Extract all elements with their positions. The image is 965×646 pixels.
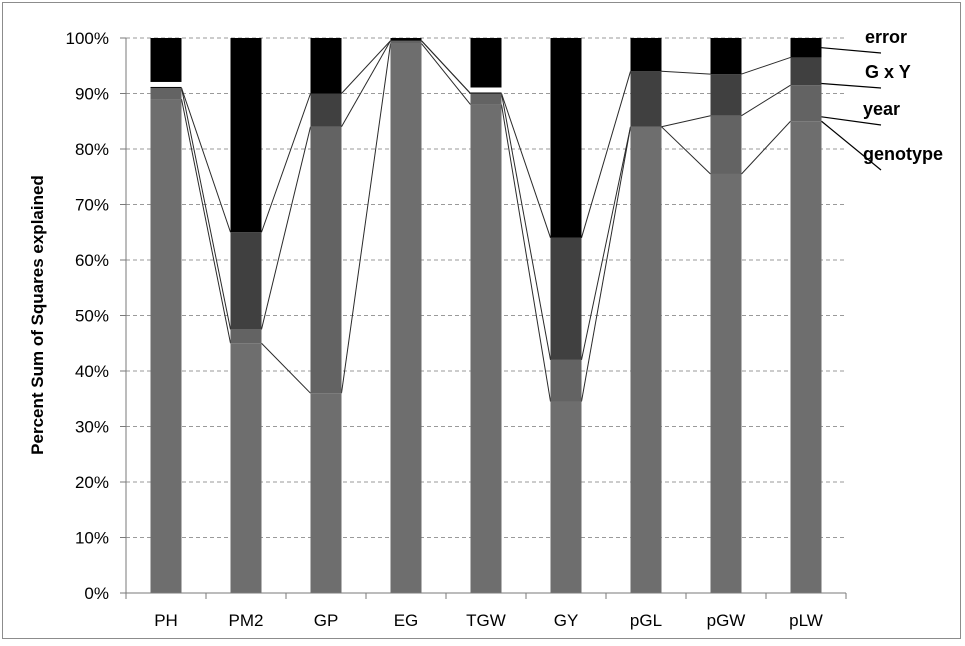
legend-leader-line: [821, 82, 882, 89]
series-connector-line: [501, 104, 551, 402]
axes: 0% 10% 20% 30% 40% 50% 60% 70% 80% 90% 100%: [66, 29, 847, 603]
series-connector-line: [181, 87, 231, 233]
y-tick-label: 80%: [75, 140, 109, 159]
bar-segment-gxy: [310, 93, 342, 127]
series-connector-line: [341, 40, 391, 94]
series-connector-line: [661, 126, 711, 175]
series-connector-line: [581, 71, 631, 238]
y-tick-label: 70%: [75, 196, 109, 215]
series-connector-line: [181, 87, 231, 330]
bar-segment-error: [790, 38, 822, 58]
series-connector-line: [501, 93, 551, 360]
series-label: genotype: [863, 144, 943, 164]
series-connector-line: [581, 126, 631, 361]
series-connector-line: [421, 40, 471, 94]
bar-segment-error: [550, 38, 582, 238]
series-label: year: [863, 99, 900, 119]
bar-segment-error: [150, 38, 182, 88]
bar-segment-gxy: [710, 74, 742, 116]
series-connector-line: [181, 98, 231, 344]
bar-segment-year: [550, 359, 582, 402]
y-tick-label: 10%: [75, 529, 109, 548]
x-tick-label: PH: [154, 611, 178, 630]
bar-segment-year: [470, 93, 502, 105]
bar-segment-error: [470, 38, 502, 94]
x-tick-label: TGW: [466, 611, 506, 630]
series-connector-line: [261, 93, 311, 233]
chart-frame: 0% 10% 20% 30% 40% 50% 60% 70% 80% 90% 100% PH PM2 G…: [2, 2, 961, 639]
y-tick-label: 90%: [75, 85, 109, 104]
bar-segment-year: [310, 126, 342, 394]
series-connector-line: [261, 126, 311, 330]
bar-segment-error: [630, 38, 662, 72]
series-connector-line: [741, 84, 791, 117]
series-connector-line: [741, 56, 791, 75]
legend-leader-line: [821, 116, 882, 126]
y-tick-label: 40%: [75, 362, 109, 381]
series-connector-line: [581, 126, 631, 402]
series-connector-line: [341, 40, 391, 128]
bar-segment-error: [310, 38, 342, 94]
bar-segment-genotype: [310, 393, 342, 593]
series-connector-line: [661, 115, 711, 128]
legend-leader-line: [821, 47, 882, 54]
bar-segment-year: [710, 115, 742, 174]
bar-segment-genotype: [390, 43, 422, 594]
labels: PH PM2 GP EG TGW GY pGL pGW pLW genotype year G x Y…: [154, 27, 943, 630]
x-tick-label: GP: [314, 611, 339, 630]
bar-segment-gxy: [230, 232, 262, 330]
x-tick-label: pGL: [630, 611, 662, 630]
bar-segment-genotype: [790, 121, 822, 593]
bar-segment-gxy: [630, 71, 662, 127]
y-axis-label: Percent Sum of Squares explained: [28, 175, 47, 455]
segment-connector-lines: [181, 40, 791, 402]
bar-segment-genotype: [150, 99, 182, 594]
bar-segment-genotype: [230, 343, 262, 593]
bar-segment-error: [710, 38, 742, 75]
series-connector-line: [741, 120, 791, 175]
bar-segment-gxy: [550, 237, 582, 360]
x-tick-label: GY: [554, 611, 579, 630]
x-tick-label: EG: [394, 611, 419, 630]
y-tick-label: 50%: [75, 307, 109, 326]
legend-leader-line: [821, 120, 882, 171]
bar-separator: [470, 87, 502, 93]
bar-segment-error: [230, 38, 262, 233]
y-tick-label: 0%: [84, 584, 109, 603]
series-connector-line: [501, 93, 551, 238]
bar-segment-genotype: [710, 173, 742, 593]
bar-segment-genotype: [630, 126, 662, 594]
y-tick-label: 60%: [75, 251, 109, 270]
series-connector-line: [261, 342, 311, 394]
x-tick-label: PM2: [229, 611, 264, 630]
series-connector-line: [341, 43, 391, 394]
bar-segment-gxy: [790, 57, 822, 86]
bar-segment-year: [150, 87, 182, 100]
x-tick-label: pGW: [707, 611, 746, 630]
series-connector-line: [421, 43, 471, 105]
stacked-bar-chart: 0% 10% 20% 30% 40% 50% 60% 70% 80% 90% 100% PH PM2 G…: [28, 27, 943, 630]
series-label: error: [865, 27, 907, 47]
x-tick-label: pLW: [789, 611, 823, 630]
bar-segment-year: [390, 40, 422, 44]
bar-separator: [150, 81, 182, 87]
y-tick-label: 100%: [66, 29, 109, 48]
series-connector-line: [661, 70, 711, 75]
bar-segment-year: [230, 329, 262, 344]
series-label: G x Y: [865, 62, 911, 82]
bar-segment-error: [390, 38, 422, 41]
bar-segment-genotype: [550, 401, 582, 593]
y-tick-label: 20%: [75, 473, 109, 492]
bar-segment-year: [790, 85, 822, 122]
bars: [150, 38, 822, 594]
bar-segment-genotype: [470, 104, 502, 593]
y-tick-label: 30%: [75, 418, 109, 437]
